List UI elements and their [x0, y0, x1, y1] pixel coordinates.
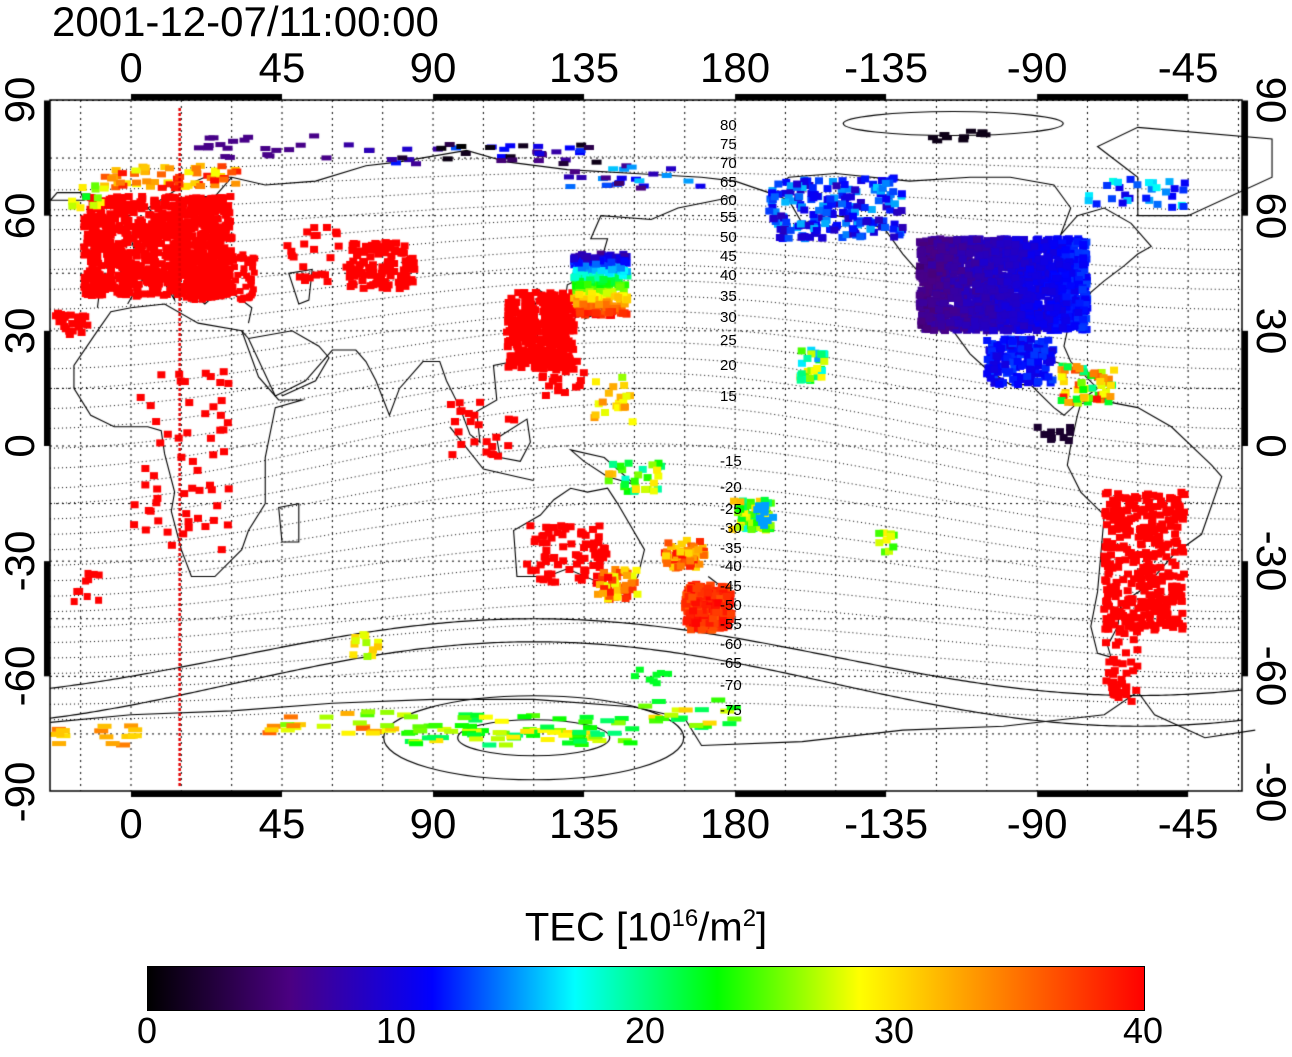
left-lat-tick-label: -30 — [0, 530, 43, 592]
top-lon-tick-label: 135 — [549, 44, 620, 91]
right-lat-tick-label: 0 — [1248, 434, 1292, 458]
bottom-lon-tick-label: -90 — [1006, 800, 1068, 847]
bottom-lon-tick-label: -135 — [844, 800, 929, 847]
colorbar-tick-label: 10 — [375, 1010, 417, 1051]
right-lat-tick-label: 60 — [1248, 192, 1292, 240]
bottom-lon-tick-label: 45 — [258, 800, 306, 847]
bottom-lon-tick-label: -45 — [1157, 800, 1219, 847]
maglat-label: -60 — [720, 636, 742, 653]
left-lat-tick-label: -60 — [0, 645, 43, 707]
maglat-label: 55 — [720, 209, 737, 226]
left-lat-tick-label: -90 — [0, 761, 43, 822]
maglat-label: -30 — [720, 520, 742, 537]
top-lon-tick-label: -135 — [844, 44, 929, 91]
timestamp-title: 2001-12-07/11:00:00 — [52, 0, 439, 45]
top-lon-tick-label: 90 — [409, 44, 457, 91]
maglat-label: -70 — [720, 677, 742, 694]
maglat-label: 40 — [720, 267, 737, 284]
maglat-label: 30 — [720, 309, 737, 326]
top-lon-tick-label: -45 — [1157, 44, 1219, 91]
bottom-lon-tick-label: 90 — [409, 800, 457, 847]
colorbar-tick-label: 40 — [1122, 1010, 1164, 1051]
colorbar — [147, 966, 1145, 1011]
maglat-label: 15 — [720, 388, 737, 405]
bottom-lon-tick-label: 180 — [700, 800, 771, 847]
maglat-label: 20 — [720, 357, 737, 374]
maglat-label: -35 — [720, 540, 742, 557]
left-lat-tick-label: 60 — [0, 192, 43, 240]
maglat-label: -15 — [720, 453, 742, 470]
colorbar-tick-label: 0 — [136, 1010, 158, 1051]
maglat-label: 45 — [720, 248, 737, 265]
top-lon-tick-label: 180 — [700, 44, 771, 91]
colorbar-tick-label: 30 — [873, 1010, 915, 1051]
right-lat-tick-label: -90 — [1248, 761, 1292, 822]
maglat-label: -45 — [720, 578, 742, 595]
left-lat-tick-label: 30 — [0, 307, 43, 355]
right-lat-tick-label: -60 — [1248, 645, 1292, 707]
maglat-label: -50 — [720, 597, 742, 614]
bottom-lon-tick-label: 0 — [119, 800, 143, 847]
maglat-label: 50 — [720, 229, 737, 246]
bottom-lon-tick-label: 135 — [549, 800, 620, 847]
right-lat-tick-label: 30 — [1248, 307, 1292, 355]
maglat-label: 75 — [720, 136, 737, 153]
top-lon-tick-label: -90 — [1006, 44, 1068, 91]
left-lat-tick-label: 90 — [0, 77, 43, 124]
colorbar-tick-label: 20 — [624, 1010, 666, 1051]
left-lat-tick-label: 0 — [0, 434, 43, 458]
maglat-label: -25 — [720, 501, 742, 518]
top-lon-tick-label: 0 — [119, 44, 143, 91]
maglat-label: -40 — [720, 558, 742, 575]
maglat-label: 60 — [720, 192, 737, 209]
maglat-label: 70 — [720, 155, 737, 172]
maglat-label: 35 — [720, 288, 737, 305]
maglat-label: 80 — [720, 117, 737, 134]
maglat-label: 65 — [720, 174, 737, 191]
maglat-label: -75 — [720, 702, 742, 719]
colorbar-title: TEC [1016/m2] — [524, 905, 768, 950]
right-lat-tick-label: -30 — [1248, 530, 1292, 592]
right-lat-tick-label: 90 — [1248, 77, 1292, 124]
maglat-label: -65 — [720, 655, 742, 672]
maglat-label: -20 — [720, 479, 742, 496]
maglat-label: 25 — [720, 332, 737, 349]
maglat-label: -55 — [720, 616, 742, 633]
top-lon-tick-label: 45 — [258, 44, 306, 91]
